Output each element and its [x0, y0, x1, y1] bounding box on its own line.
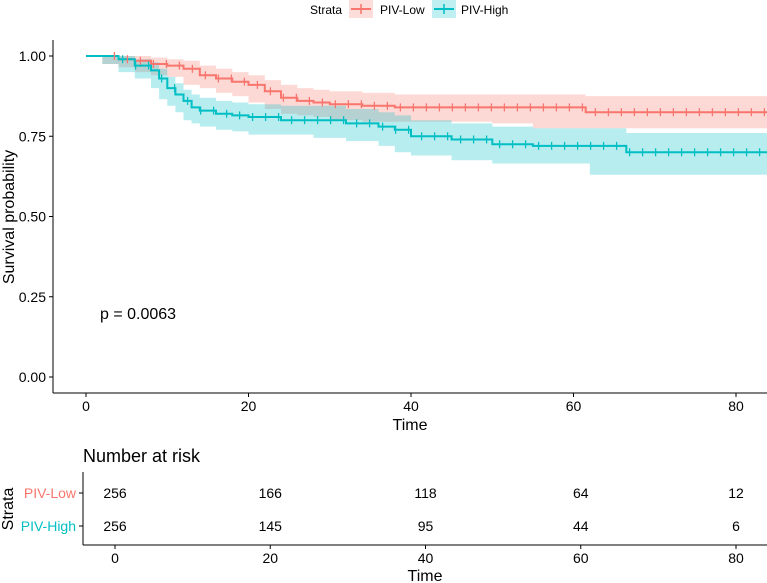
risk-x-tick-label: 80 — [728, 550, 744, 566]
x-axis-title: Time — [393, 417, 428, 434]
legend-title: Strata — [310, 3, 342, 17]
y-axis-title: Survival probability — [1, 150, 18, 284]
risk-cell: 6 — [732, 518, 740, 534]
risk-x-ticks: 0 20 40 60 80 — [111, 545, 744, 566]
legend-item-piv-high: PIV-High — [432, 0, 508, 18]
legend-label-piv-low: PIV-Low — [380, 3, 425, 17]
confidence-bands — [86, 56, 767, 175]
x-tick-label: 80 — [728, 398, 744, 414]
x-ticks: 0 20 40 60 80 — [82, 393, 744, 414]
risk-row-label: PIV-Low — [24, 485, 77, 501]
censor-marks-piv-low — [113, 52, 766, 117]
y-tick-label: 0.75 — [19, 128, 46, 144]
y-tick-label: 0.50 — [19, 209, 46, 225]
risk-table: Number at risk PIV-Low 256 166 118 64 12 PIV-H… — [0, 446, 767, 583]
x-tick-label: 20 — [241, 398, 257, 414]
risk-cell: 12 — [728, 485, 744, 501]
risk-cell: 118 — [414, 485, 437, 501]
y-tick-label: 0.25 — [19, 289, 46, 305]
risk-cell: 145 — [259, 518, 283, 534]
legend-item-piv-low: PIV-Low — [349, 0, 425, 18]
y-ticks: 0.00 0.25 0.50 0.75 1.00 — [19, 48, 53, 385]
risk-cell: 95 — [418, 518, 434, 534]
x-tick-label: 40 — [403, 398, 419, 414]
x-tick-label: 60 — [566, 398, 582, 414]
risk-x-axis-title: Time — [408, 568, 443, 583]
legend-label-piv-high: PIV-High — [461, 3, 508, 17]
survival-curve-piv-high — [86, 55, 767, 154]
ci-band-piv-low — [86, 56, 767, 129]
risk-cells: PIV-Low 256 166 118 64 12 PIV-High 256 145 95 44 6 — [21, 485, 744, 534]
risk-x-tick-label: 60 — [573, 550, 589, 566]
y-tick-label: 1.00 — [19, 48, 46, 64]
km-plot: 0.00 0.25 0.50 0.75 1.00 0 20 40 60 80 p = 0.006… — [1, 40, 767, 434]
risk-cell: 44 — [573, 518, 589, 534]
risk-x-tick-label: 0 — [111, 550, 119, 566]
risk-table-title: Number at risk — [83, 446, 201, 466]
legend: Strata PIV-Low PIV-High — [310, 0, 508, 18]
survival-curve-piv-low — [86, 55, 767, 114]
risk-cell: 256 — [103, 518, 127, 534]
risk-x-tick-label: 20 — [262, 550, 278, 566]
x-tick-label: 0 — [82, 398, 90, 414]
risk-x-tick-label: 40 — [418, 550, 434, 566]
risk-cell: 64 — [573, 485, 589, 501]
risk-y-axis-title: Strata — [0, 488, 17, 531]
risk-row-label: PIV-High — [21, 518, 76, 534]
pvalue-annotation: p = 0.0063 — [100, 306, 176, 323]
censor-marks — [113, 52, 766, 157]
risk-cell: 166 — [259, 485, 283, 501]
risk-cell: 256 — [103, 485, 127, 501]
censor-marks-piv-high — [121, 55, 761, 157]
y-tick-label: 0.00 — [19, 369, 46, 385]
survival-curves — [86, 55, 767, 154]
